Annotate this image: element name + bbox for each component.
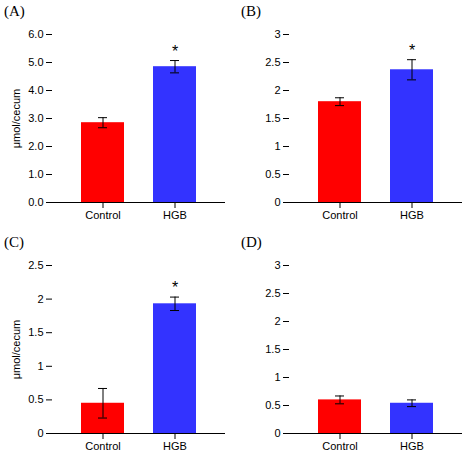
svg-text:*: * bbox=[172, 43, 178, 60]
svg-text:1.5: 1.5 bbox=[265, 112, 280, 124]
svg-text:*: * bbox=[409, 42, 415, 59]
html-text:(B): (B) bbox=[241, 3, 261, 19]
svg-text:0.5: 0.5 bbox=[28, 393, 43, 405]
svg-text:HGB: HGB bbox=[400, 440, 424, 452]
svg-text:μmol/cecum: μmol/cecum bbox=[10, 89, 22, 149]
svg-text:3: 3 bbox=[274, 259, 280, 271]
svg-text:HGB: HGB bbox=[163, 440, 187, 452]
svg-text:0: 0 bbox=[274, 196, 280, 208]
svg-text:4.0: 4.0 bbox=[28, 84, 43, 96]
svg-text:3: 3 bbox=[274, 28, 280, 40]
svg-text:1.5: 1.5 bbox=[265, 343, 280, 355]
svg-text:6.0: 6.0 bbox=[28, 28, 43, 40]
svg-text:1: 1 bbox=[274, 140, 280, 152]
svg-text:Control: Control bbox=[322, 440, 357, 452]
svg-text:0.0: 0.0 bbox=[28, 196, 43, 208]
svg-text:μmol/cecum: μmol/cecum bbox=[10, 320, 22, 380]
svg-text:1: 1 bbox=[37, 360, 43, 372]
html-text:(C): (C) bbox=[4, 234, 24, 250]
svg-text:Control: Control bbox=[85, 209, 120, 221]
svg-text:*: * bbox=[172, 279, 178, 296]
svg-text:2.5: 2.5 bbox=[28, 259, 43, 271]
html-text:(D): (D) bbox=[241, 234, 262, 250]
svg-text:2: 2 bbox=[37, 293, 43, 305]
svg-text:HGB: HGB bbox=[400, 209, 424, 221]
svg-text:1: 1 bbox=[274, 371, 280, 383]
svg-text:0: 0 bbox=[37, 427, 43, 439]
svg-text:0: 0 bbox=[274, 427, 280, 439]
svg-text:Control: Control bbox=[322, 209, 357, 221]
svg-text:2.5: 2.5 bbox=[265, 287, 280, 299]
svg-text:2: 2 bbox=[274, 315, 280, 327]
svg-text:1.0: 1.0 bbox=[28, 168, 43, 180]
svg-text:0.5: 0.5 bbox=[265, 399, 280, 411]
svg-text:5.0: 5.0 bbox=[28, 56, 43, 68]
svg-text:1.5: 1.5 bbox=[28, 326, 43, 338]
svg-text:0.5: 0.5 bbox=[265, 168, 280, 180]
html-text:(A): (A) bbox=[4, 3, 25, 19]
svg-text:2.0: 2.0 bbox=[28, 140, 43, 152]
svg-text:2.5: 2.5 bbox=[265, 56, 280, 68]
svg-text:3.0: 3.0 bbox=[28, 112, 43, 124]
svg-text:Control: Control bbox=[85, 440, 120, 452]
svg-text:2: 2 bbox=[274, 84, 280, 96]
svg-text:HGB: HGB bbox=[163, 209, 187, 221]
